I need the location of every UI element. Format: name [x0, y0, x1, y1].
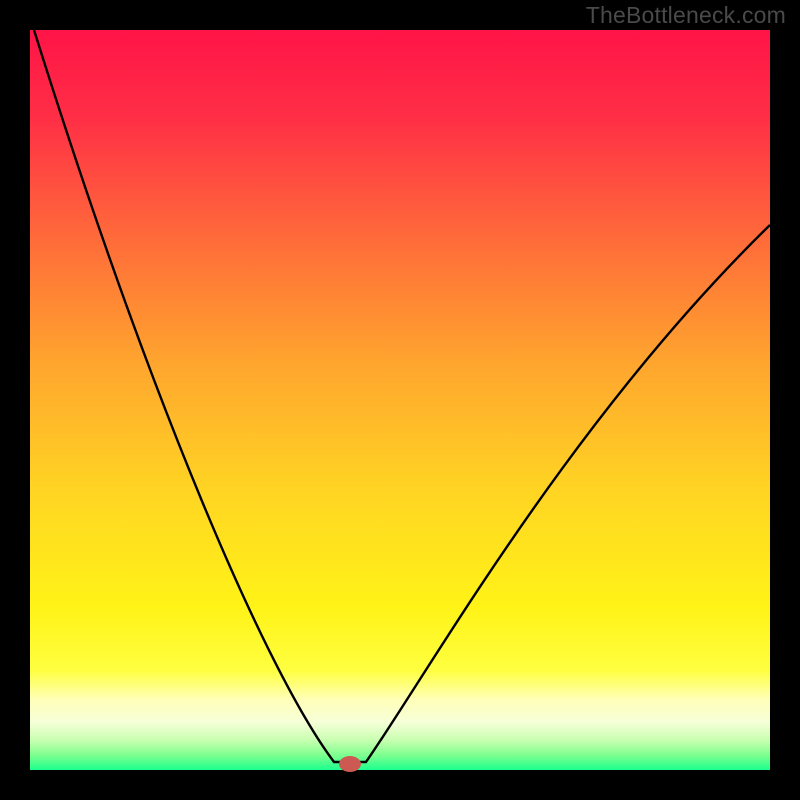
plot-background — [30, 30, 770, 770]
plot-area — [30, 30, 770, 770]
watermark-text: TheBottleneck.com — [586, 2, 786, 29]
chart-canvas: TheBottleneck.com — [0, 0, 800, 800]
optimal-point-marker — [339, 756, 361, 772]
